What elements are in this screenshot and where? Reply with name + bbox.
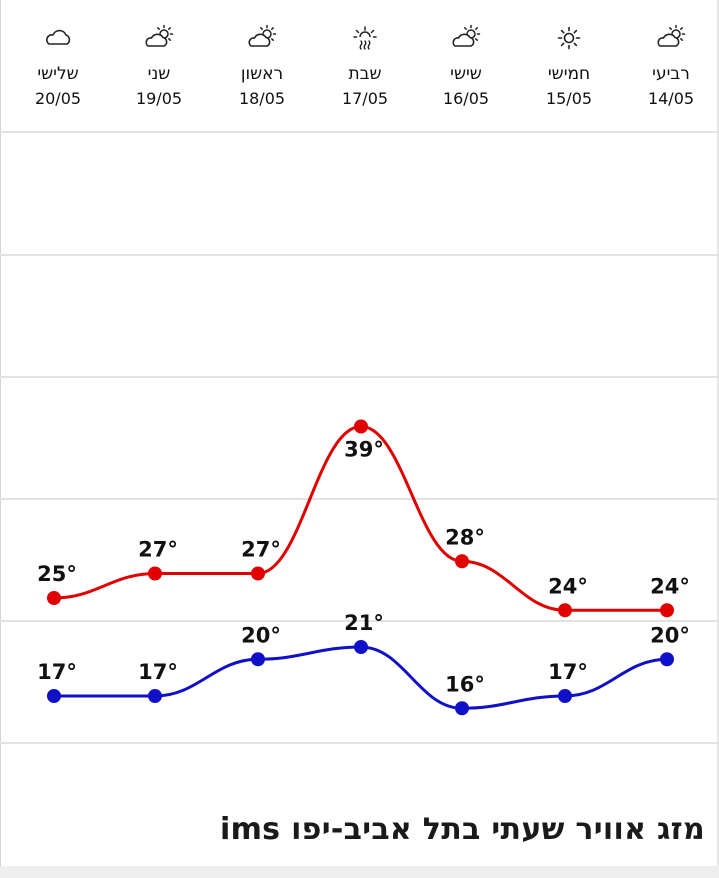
low-temp-label: 20° — [650, 623, 690, 647]
day-date: 14/05 — [648, 89, 694, 108]
low-temp-point — [251, 652, 265, 667]
day-name: שבת — [348, 64, 381, 84]
low-temp-point — [455, 701, 469, 716]
page-title: מזג אוויר שעתי בתל אביב-יפו ims — [220, 812, 705, 847]
low-temp-label: 17° — [138, 660, 178, 684]
low-temp-point — [354, 640, 368, 654]
high-temp-label: 28° — [445, 525, 485, 549]
high-temp-label: 27° — [241, 538, 281, 562]
day-name: חמישי — [548, 64, 590, 84]
low-temp-point — [660, 652, 674, 667]
low-temp-point — [47, 689, 61, 703]
day-date: 18/05 — [239, 89, 285, 108]
low-temp-label: 17° — [548, 660, 588, 684]
partly-sunny-icon — [657, 24, 686, 47]
day-date: 17/05 — [342, 89, 388, 108]
high-temp-point — [148, 566, 162, 581]
day-date: 15/05 — [546, 89, 592, 108]
day-name: שני — [148, 64, 171, 84]
day-date: 20/05 — [35, 89, 81, 108]
high-temp-point — [558, 603, 572, 618]
low-temp-label: 20° — [241, 623, 281, 647]
low-temp-label: 16° — [445, 672, 485, 696]
day-name: שישי — [450, 64, 482, 84]
high-temp-label: 25° — [37, 562, 77, 586]
high-temp-label: 27° — [138, 538, 178, 562]
bottom-band — [0, 866, 719, 878]
partly-sunny-icon — [145, 24, 174, 47]
partly-cloudy-icon — [45, 29, 71, 45]
low-temp-label: 21° — [344, 611, 384, 635]
high-temp-label: 39° — [344, 438, 384, 462]
high-temp-point — [660, 603, 674, 618]
low-temp-label: 17° — [37, 660, 77, 684]
day-name: ראשון — [241, 64, 283, 84]
partly-sunny-icon — [248, 24, 277, 47]
left-edge — [0, 0, 1, 878]
day-date: 16/05 — [443, 89, 489, 108]
forecast-chart: שלישי 20/05 שני 19/05 ראשון 18/05 שבת 17/05 שישי… — [0, 24, 719, 744]
high-temp-label: 24° — [548, 574, 588, 598]
day-name: רביעי — [652, 64, 690, 84]
hot-haze-icon — [353, 26, 377, 50]
sun-icon — [557, 26, 581, 50]
day-date: 19/05 — [136, 89, 182, 108]
high-temp-label: 24° — [650, 574, 690, 598]
low-temp-point — [558, 689, 572, 703]
high-temp-point — [354, 419, 368, 434]
partly-sunny-icon — [452, 24, 481, 47]
day-name: שלישי — [37, 64, 78, 84]
high-temp-point — [251, 566, 265, 581]
right-edge — [717, 0, 719, 878]
low-temp-point — [148, 689, 162, 703]
high-temp-point — [47, 591, 61, 605]
high-temp-point — [455, 554, 469, 569]
